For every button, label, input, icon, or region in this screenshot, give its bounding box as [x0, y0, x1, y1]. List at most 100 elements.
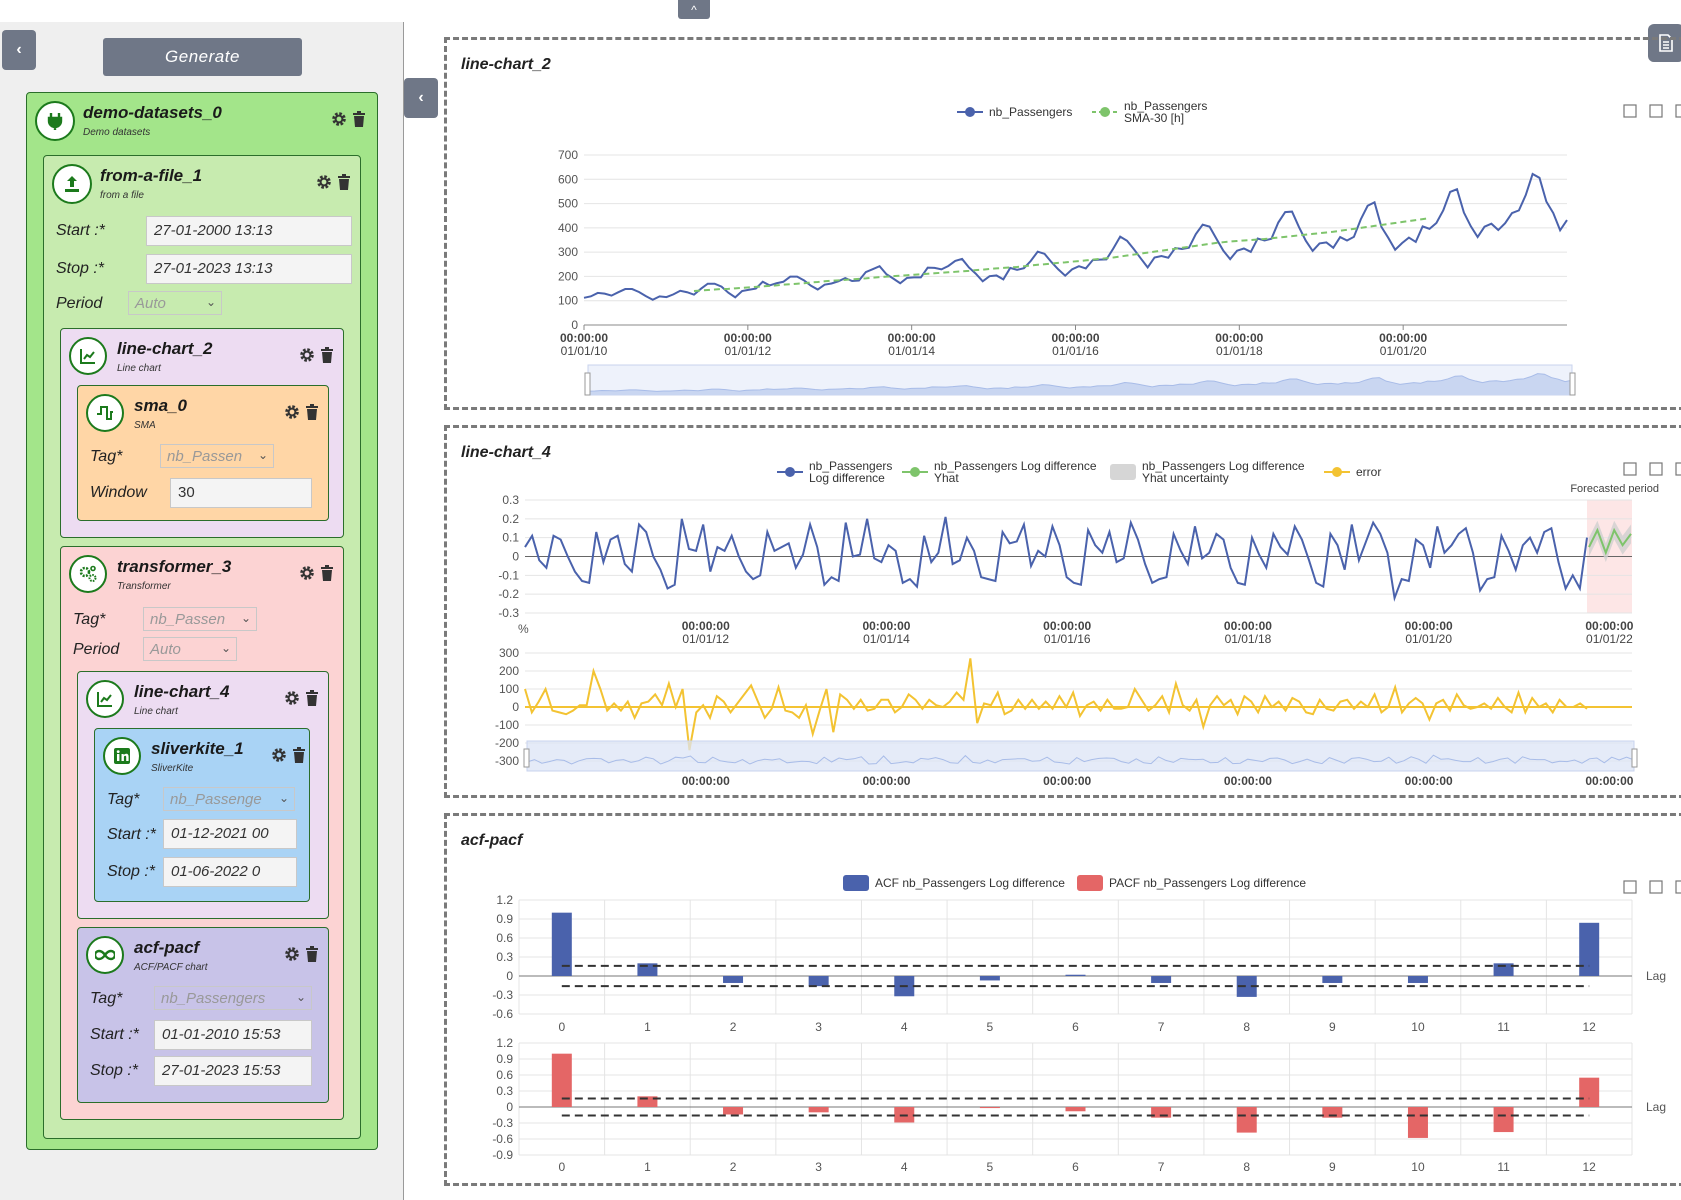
acf-bar: [1579, 922, 1600, 976]
generate-button[interactable]: Generate: [103, 38, 302, 76]
bottom-y-axis-tick-label: 300: [499, 646, 519, 660]
x-tick-label: 01/01/14: [863, 632, 910, 646]
tag-select[interactable]: nb_Passengers ⌄: [154, 986, 312, 1010]
pacf-x-tick-label: 12: [1583, 1160, 1597, 1174]
bottom-x-tick-label: 00:00:00: [862, 774, 910, 788]
legend-label: Log difference: [809, 471, 885, 485]
gear-icon[interactable]: [331, 111, 347, 127]
start-input[interactable]: 01-12-2021 00: [163, 819, 297, 849]
pacf-x-tick-label: 0: [558, 1160, 565, 1174]
gear-icon[interactable]: [299, 565, 315, 581]
stop-input[interactable]: 01-06-2022 0: [163, 857, 297, 887]
period-select[interactable]: Auto ⌄: [128, 291, 222, 315]
stop-input[interactable]: 27-01-2023 15:53: [154, 1056, 312, 1086]
tag-select[interactable]: nb_Passenge ⌄: [163, 787, 295, 811]
trash-icon[interactable]: [319, 565, 335, 581]
series-line-sma: [693, 217, 1430, 292]
acf-bar: [1065, 974, 1086, 976]
node-subtitle: SMA: [134, 420, 156, 431]
start-input[interactable]: 01-01-2010 15:53: [154, 1020, 312, 1050]
legend-marker: [1332, 467, 1342, 477]
zoom-slider-handle-right: [1569, 372, 1576, 396]
node-sma[interactable]: sma_0 SMA Tag* nb_Passen ⌄ Window 30: [77, 385, 329, 521]
panel-acf-pacf: acf-pacf ACF nb_Passengers Log differenc…: [444, 813, 1681, 1186]
panel-collapse-button[interactable]: ‹: [404, 78, 438, 118]
gears-icon: [69, 555, 107, 593]
pacf-bar: [637, 1096, 658, 1107]
tag-select[interactable]: nb_Passen ⌄: [160, 444, 274, 468]
panel-line-chart-4: line-chart_4 nb_Passengers Log difference…: [444, 425, 1681, 798]
pacf-x-tick-label: 9: [1329, 1160, 1336, 1174]
gear-icon[interactable]: [284, 690, 300, 706]
node-from-a-file[interactable]: from-a-file_1 from a file Start :* 27-01…: [43, 155, 361, 1139]
node-line-chart-2[interactable]: line-chart_2 Line chart: [60, 328, 344, 538]
trash-icon[interactable]: [291, 747, 307, 763]
x-tick-label: 01/01/16: [1052, 344, 1099, 358]
node-transformer[interactable]: transformer_3 Transformer Tag* nb_Passen…: [60, 546, 344, 1120]
node-demo-datasets[interactable]: demo-datasets_0 Demo datasets from-a-fil…: [26, 92, 378, 1150]
acf-y-axis-tick-label: 1.2: [496, 893, 513, 907]
y-axis-tick-label: 500: [558, 197, 578, 211]
period-label: Period: [73, 641, 120, 658]
data-view-icon: [1675, 880, 1681, 894]
bottom-y-axis-tick-label: -100: [495, 718, 519, 732]
gear-icon[interactable]: [316, 174, 332, 190]
gear-icon[interactable]: [284, 404, 300, 420]
x-tick-label: 01/01/14: [888, 344, 935, 358]
gear-icon[interactable]: [271, 747, 287, 763]
tag-select[interactable]: nb_Passen ⌄: [143, 607, 257, 631]
trash-icon[interactable]: [304, 946, 320, 962]
legend-marker: [910, 467, 920, 477]
pacf-x-tick-label: 3: [815, 1160, 822, 1174]
acf-x-tick-label: 6: [1072, 1020, 1079, 1034]
series-line-error: [524, 658, 1588, 751]
acf-y-axis-tick-label: 0.6: [496, 931, 513, 945]
period-select[interactable]: Auto ⌄: [143, 637, 237, 661]
x-tick-label: 00:00:00: [560, 331, 608, 345]
node-acf-pacf[interactable]: acf-pacf ACF/PACF chart Tag* nb_Passenge…: [77, 927, 329, 1103]
legend-label: error: [1356, 465, 1381, 479]
start-label: Start :*: [90, 1026, 139, 1043]
acf-x-tick-label: 5: [987, 1020, 994, 1034]
bottom-y-axis-tick-label: -200: [495, 736, 519, 750]
bottom-y-axis-tick-label: 100: [499, 682, 519, 696]
trash-icon[interactable]: [351, 111, 367, 127]
pacf-x-axis-label: Lag: [1646, 1100, 1666, 1114]
bottom-x-tick-label: 00:00:00: [1585, 774, 1633, 788]
document-icon[interactable]: [1648, 24, 1681, 62]
stop-input[interactable]: 27-01-2023 13:13: [146, 254, 352, 284]
bottom-x-tick-label: 00:00:00: [1043, 774, 1091, 788]
trash-icon[interactable]: [304, 404, 320, 420]
node-sliverkite[interactable]: sliverkite_1 SliverKite Tag* nb_Passenge…: [94, 728, 310, 902]
window-input[interactable]: 30: [170, 478, 312, 508]
acf-y-axis-tick-label: 0.3: [496, 950, 513, 964]
node-title: sma_0: [134, 396, 187, 415]
left-collapse-button[interactable]: ‹: [2, 30, 36, 70]
zoom-reset-icon: [1649, 104, 1663, 118]
node-line-chart-4[interactable]: line-chart_4 Line chart: [77, 671, 329, 919]
pacf-bar: [1322, 1107, 1343, 1118]
pacf-x-tick-label: 11: [1497, 1160, 1510, 1174]
top-expand-tab[interactable]: ^: [678, 0, 710, 19]
acf-y-axis-tick-label: 0: [506, 969, 513, 983]
gear-icon[interactable]: [299, 347, 315, 363]
top-y-axis-tick-label: -0.3: [498, 606, 519, 620]
zoom-icon: [1623, 880, 1637, 894]
trash-icon[interactable]: [319, 347, 335, 363]
x-tick-label: 00:00:00: [1215, 331, 1263, 345]
y-axis-tick-label: 200: [558, 269, 578, 283]
infinity-icon: [86, 936, 124, 974]
acf-x-tick-label: 1: [644, 1020, 651, 1034]
acf-x-tick-label: 2: [730, 1020, 737, 1034]
trash-icon[interactable]: [304, 690, 320, 706]
acf-pacf-plot: ACF nb_Passengers Log difference PACF nb_…: [492, 875, 1681, 1174]
data-view-icon: [1675, 462, 1681, 476]
start-input[interactable]: 27-01-2000 13:13: [146, 216, 352, 246]
trash-icon[interactable]: [336, 174, 352, 190]
top-y-axis-tick-label: -0.1: [498, 568, 519, 582]
pacf-bar: [1407, 1107, 1428, 1138]
panel-title: line-chart_2: [461, 56, 551, 73]
start-label: Start :*: [56, 222, 105, 239]
gear-icon[interactable]: [284, 946, 300, 962]
forecast-annotation: Forecasted period: [1570, 483, 1659, 495]
